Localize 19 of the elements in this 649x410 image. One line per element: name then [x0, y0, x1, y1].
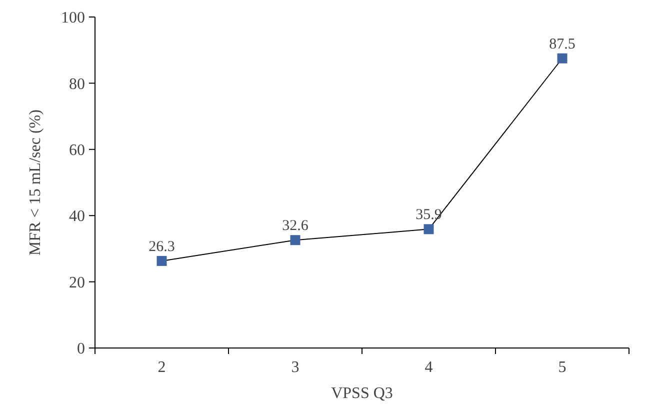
x-tick-label: 5	[558, 359, 566, 376]
y-tick-label: 80	[69, 76, 85, 93]
point	[424, 224, 434, 234]
data-label: 87.5	[549, 36, 576, 52]
x-axis-title: VPSS Q3	[331, 385, 393, 402]
x-tick-label: 4	[424, 359, 433, 376]
y-tick-label: 60	[69, 142, 85, 159]
data-label: 32.6	[282, 218, 309, 234]
y-axis-title: MFR < 15 mL/sec (%)	[27, 110, 44, 256]
y-tick-label: 100	[61, 10, 85, 27]
point	[290, 235, 300, 246]
data-label: 26.3	[148, 238, 175, 255]
point	[557, 53, 568, 64]
y-tick-label: 0	[77, 340, 85, 358]
y-tick-label: 20	[69, 274, 85, 292]
x-tick-label: 2	[158, 359, 166, 376]
point	[156, 256, 167, 266]
y-tick-label: 40	[69, 208, 85, 226]
x-tick-label: 3	[291, 359, 300, 376]
